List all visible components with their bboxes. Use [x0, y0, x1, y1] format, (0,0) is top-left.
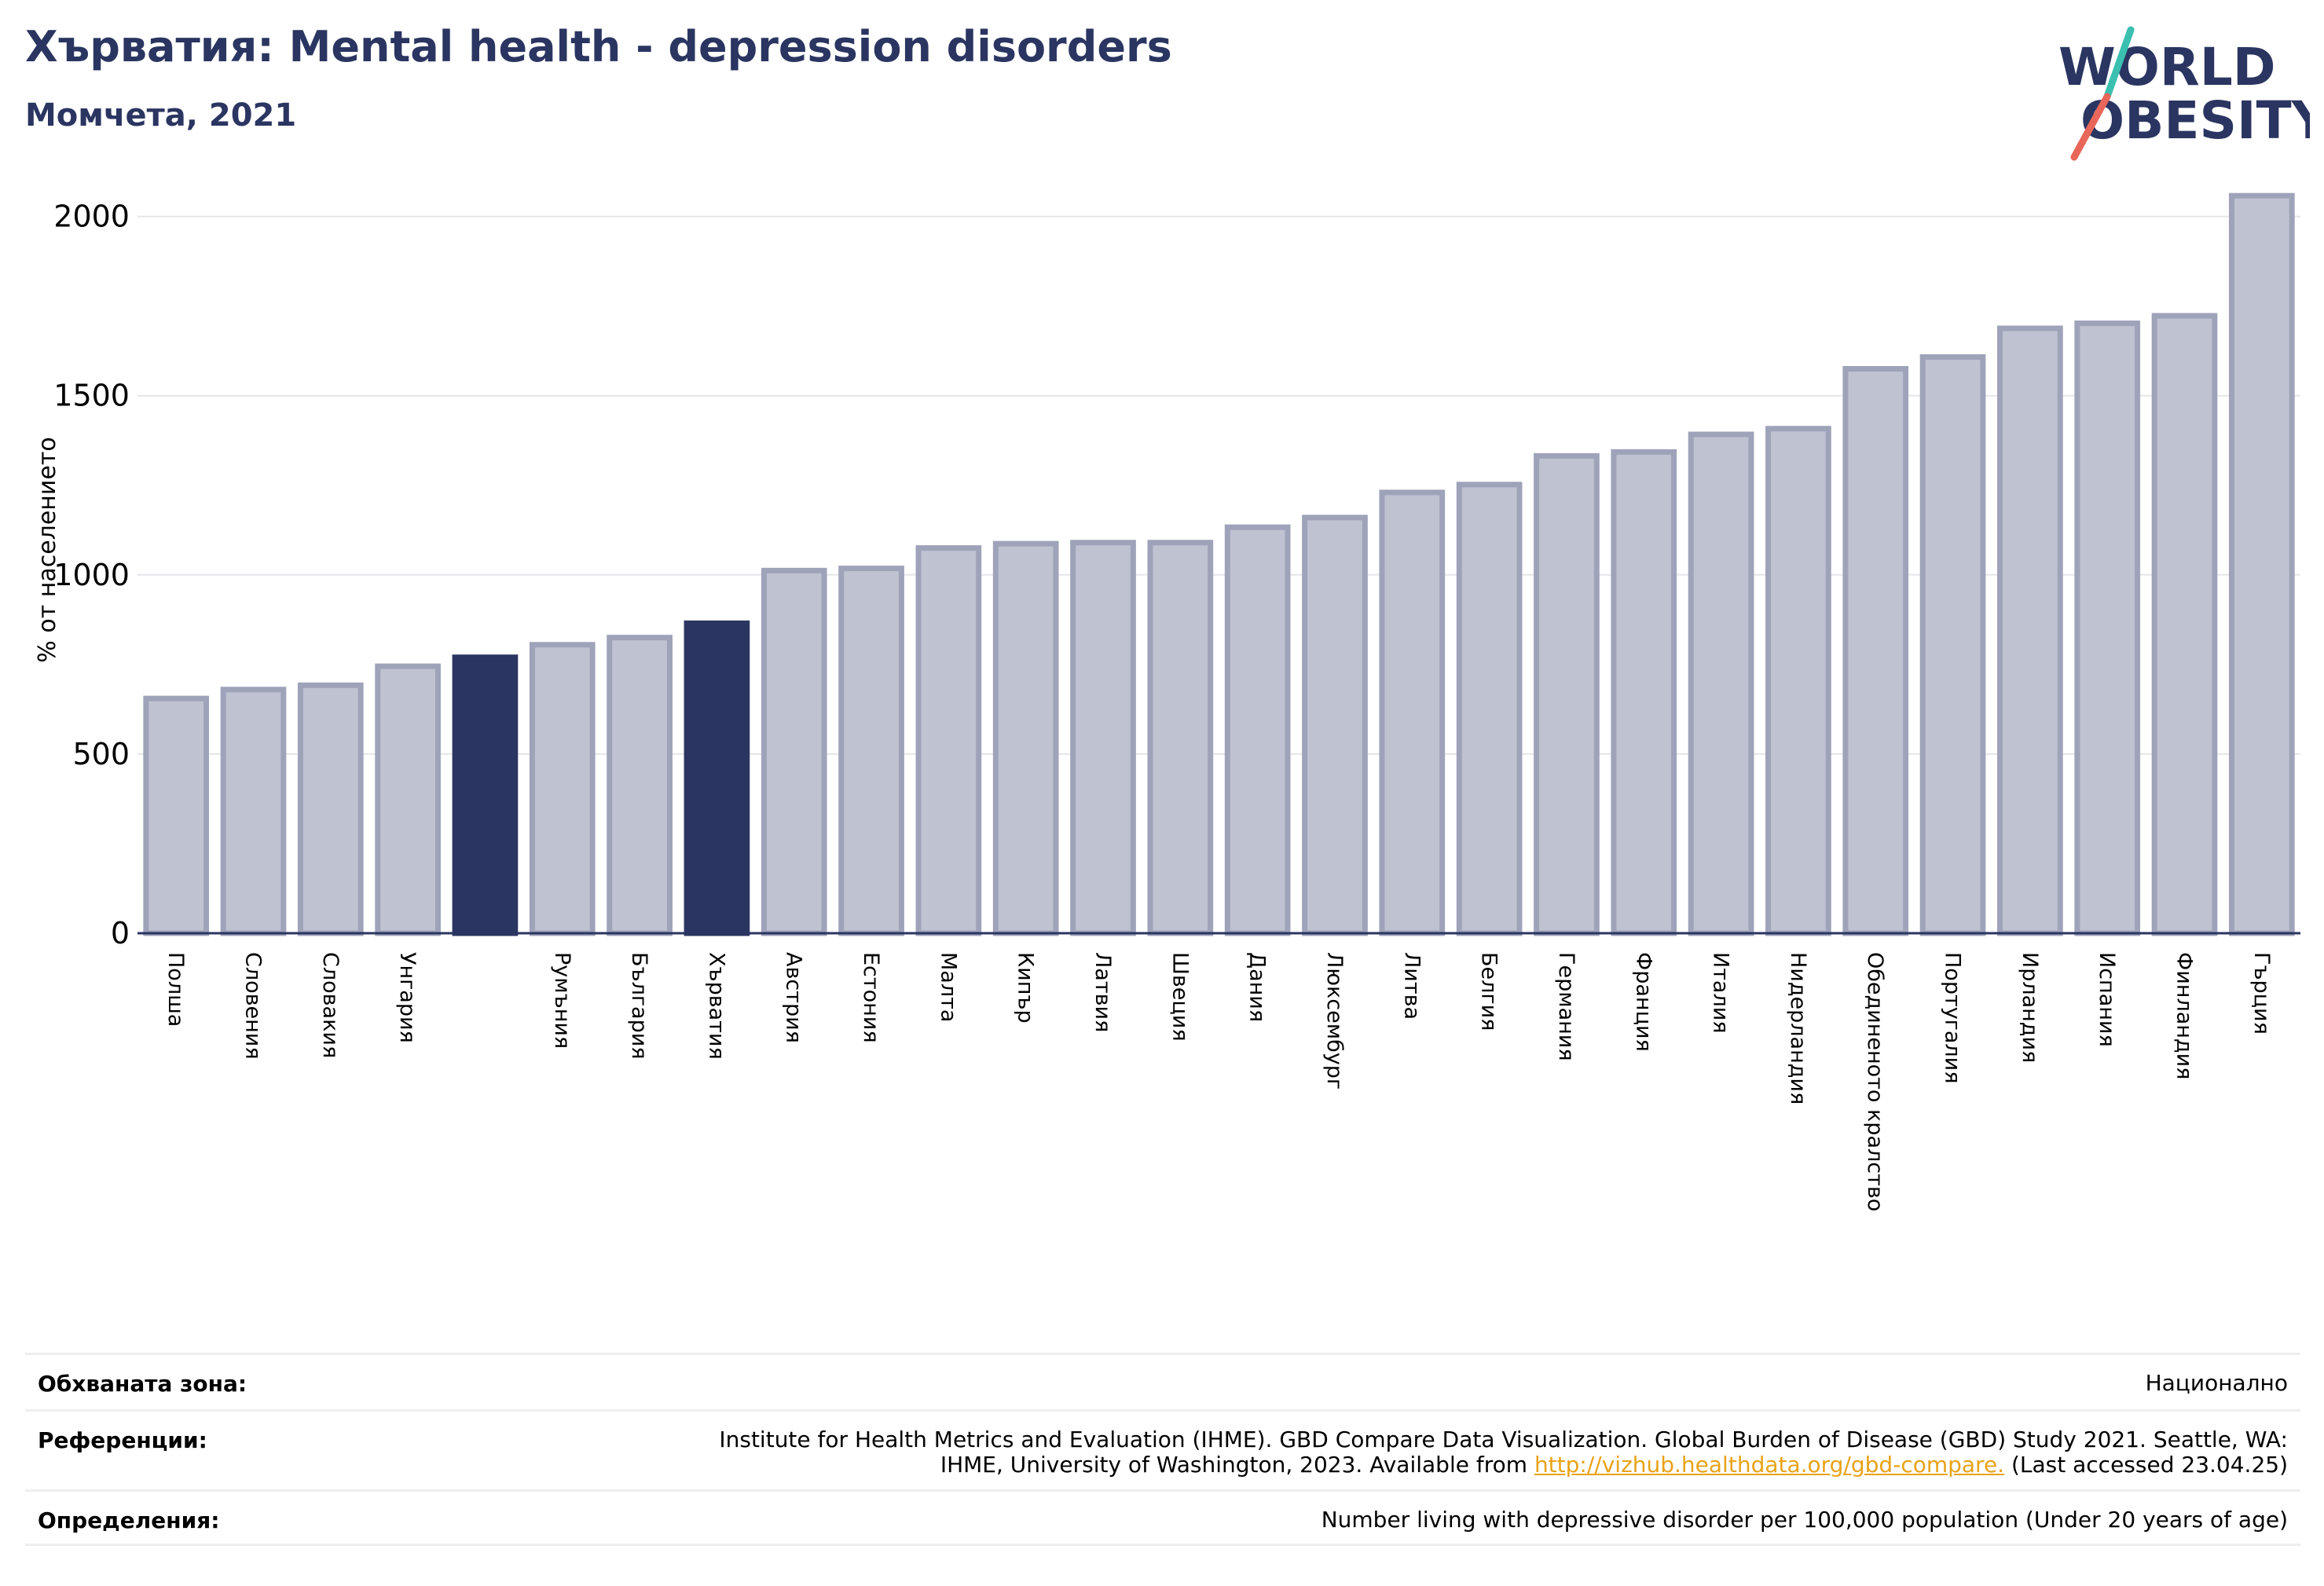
- x-tick-label: Финландия: [2172, 952, 2197, 1079]
- x-tick-label: Люксембург: [1322, 952, 1347, 1090]
- x-tick-label: Нидерландия: [1786, 952, 1810, 1104]
- x-tick-label: Франция: [1631, 952, 1655, 1052]
- references-label: Референции:: [38, 1427, 207, 1453]
- x-tick-label: Италия: [1709, 952, 1733, 1034]
- x-tick-label: Белгия: [1477, 952, 1501, 1031]
- bar-Франция: [1611, 449, 1677, 936]
- bar-Полша: [143, 695, 210, 936]
- y-tick-label: 0: [111, 916, 130, 951]
- x-tick-label: Словакия: [318, 952, 343, 1058]
- y-tick-label: 2000: [53, 200, 130, 234]
- bar-Унгария: [375, 663, 441, 936]
- bar-Кипър: [992, 540, 1059, 936]
- x-tick-label: Швеция: [1167, 952, 1192, 1042]
- definitions-row: Определения: Number living with depressi…: [25, 1489, 2300, 1546]
- bar-Германия: [1534, 452, 1600, 936]
- references-link[interactable]: http://vizhub.healthdata.org/gbd-compare…: [1534, 1452, 2005, 1478]
- bar-Финландия: [2151, 313, 2218, 936]
- y-axis-label: % от населението: [34, 437, 61, 662]
- bar-Белгия: [1456, 482, 1523, 936]
- x-tick-label: Дания: [1245, 952, 1270, 1022]
- bar-Люксембург: [1302, 515, 1368, 936]
- logo-slash-teal: [2103, 26, 2135, 101]
- x-tick-label: Германия: [1554, 952, 1578, 1061]
- references-value: Institute for Health Metrics and Evaluat…: [654, 1427, 2288, 1478]
- x-axis-labels: Полша Словения Словакия Унгария Румъния Бълга…: [163, 952, 2274, 1211]
- coverage-row: Обхваната зона: Национално: [25, 1353, 2300, 1409]
- metadata-table: Обхваната зона: Национално Референции: I…: [25, 1353, 2300, 1546]
- coverage-label: Обхваната зона:: [38, 1371, 247, 1397]
- logo-line-2: OBESITY: [2080, 90, 2310, 151]
- x-tick-label: Румъния: [550, 952, 574, 1049]
- bar-Ирландия: [1997, 325, 2063, 936]
- bar-Португалия: [1919, 353, 1986, 936]
- bar-chart: 0 500 1000 1500 2000 Полша Словения Словакия Ун…: [34, 192, 2300, 1211]
- bar-Швеция: [1147, 540, 1214, 936]
- definitions-value: Number living with depressive disorder p…: [1321, 1507, 2288, 1533]
- bar-Дания: [1224, 524, 1291, 936]
- bar-Хърватия: [684, 620, 750, 936]
- x-tick-label: Обединеното кралство: [1863, 952, 1887, 1211]
- x-tick-label: Литва: [1399, 952, 1424, 1020]
- bar-Латвия: [1070, 540, 1136, 936]
- y-tick-label: 500: [72, 737, 130, 771]
- bar-Словения: [220, 687, 287, 936]
- bar-unlabeled: [452, 654, 519, 936]
- bar-България: [607, 635, 673, 936]
- bar-Естония: [838, 566, 904, 936]
- y-tick-label: 1000: [53, 558, 130, 592]
- x-tick-label: Словения: [240, 952, 265, 1060]
- x-tick-label: Хърватия: [704, 952, 728, 1060]
- bar-Румъния: [529, 642, 596, 936]
- references-text: Institute for Health Metrics and Evaluat…: [719, 1427, 2288, 1478]
- bar-Италия: [1688, 431, 1754, 936]
- x-tick-label: Австрия: [782, 952, 806, 1043]
- bar-Гърция: [2228, 192, 2295, 936]
- bar-Австрия: [761, 567, 827, 936]
- x-tick-label: Латвия: [1091, 952, 1115, 1032]
- x-tick-label: Ирландия: [2018, 952, 2042, 1063]
- chart-title: Хърватия: Mental health - depression dis…: [25, 22, 1172, 71]
- definitions-label: Определения:: [38, 1507, 220, 1533]
- x-tick-label: Испания: [2095, 952, 2119, 1047]
- bar-Испания: [2074, 320, 2141, 936]
- x-tick-label: Гърция: [2249, 952, 2274, 1035]
- bar-Словакия: [297, 682, 364, 936]
- y-axis: 0 500 1000 1500 2000: [53, 200, 130, 951]
- bar-Нидерландия: [1765, 426, 1831, 936]
- bar-Литва: [1379, 489, 1446, 936]
- coverage-value: Национално: [2145, 1370, 2288, 1396]
- x-tick-label: Естония: [859, 952, 883, 1043]
- x-tick-label: България: [627, 952, 651, 1060]
- x-tick-label: Кипър: [1014, 952, 1038, 1024]
- logo-slash-red: [2070, 93, 2111, 161]
- bars: [143, 192, 2295, 936]
- world-obesity-logo: WORLD OBESITY: [2058, 26, 2310, 161]
- bar-Малта: [915, 545, 982, 936]
- references-row: Референции: Institute for Health Metrics…: [25, 1409, 2300, 1489]
- x-tick-label: Малта: [936, 952, 960, 1022]
- logo-line-1: WORLD: [2058, 37, 2276, 97]
- x-tick-label: Полша: [163, 952, 188, 1027]
- references-tail: (Last accessed 23.04.25): [2011, 1452, 2288, 1478]
- bar-Обединеното кралство: [1842, 366, 1909, 936]
- y-tick-label: 1500: [53, 379, 130, 413]
- chart-subtitle: Момчета, 2021: [25, 97, 297, 134]
- x-tick-label: Унгария: [395, 952, 420, 1043]
- x-tick-label: Португалия: [1941, 952, 1965, 1083]
